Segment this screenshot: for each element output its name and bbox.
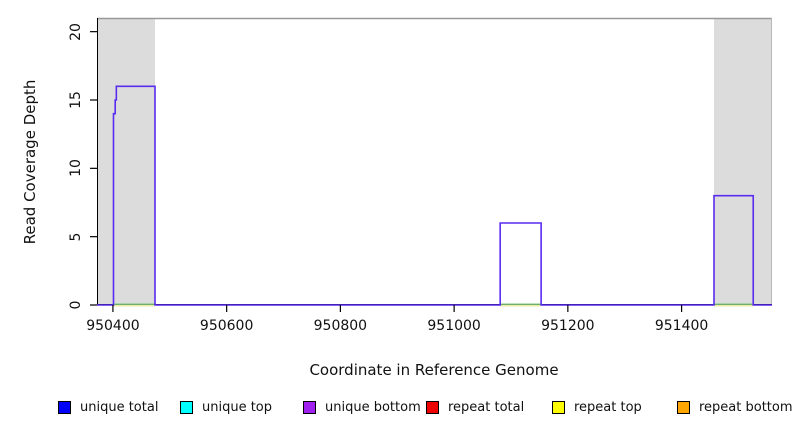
legend-swatch-icon <box>677 400 690 414</box>
x-tick-label: 951400 <box>654 318 709 334</box>
legend-item-repeat-top: repeat top <box>552 399 642 415</box>
legend-label: repeat bottom <box>699 399 792 415</box>
y-tick-label: 0 <box>68 300 84 310</box>
legend-label: unique total <box>80 399 159 415</box>
coverage-step-line <box>97 85 772 306</box>
shaded-flank-region <box>713 18 772 304</box>
x-tick-label: 950600 <box>199 318 254 334</box>
y-tick-label: 10 <box>68 159 84 178</box>
y-tick-label: 20 <box>68 22 84 41</box>
x-tick-label: 950400 <box>86 318 140 334</box>
x-axis-title: Coordinate in Reference Genome <box>309 361 559 379</box>
legend-label: unique bottom <box>325 399 421 415</box>
y-tick-label: 15 <box>68 91 84 109</box>
legend-item-unique-total: unique total <box>58 399 158 415</box>
legend-swatch-icon <box>58 400 71 414</box>
legend-item-unique-top: unique top <box>180 399 272 415</box>
legend-swatch-icon <box>552 400 565 414</box>
y-tick-label: 5 <box>68 232 84 242</box>
shaded-flank-region <box>97 18 156 304</box>
legend-swatch-icon <box>426 400 439 414</box>
legend-swatch-icon <box>180 400 193 414</box>
legend-item-unique-bottom: unique bottom <box>303 399 421 415</box>
x-tick-label: 950800 <box>313 318 368 334</box>
legend-label: unique top <box>202 399 273 415</box>
y-axis-title: Read Coverage Depth <box>21 79 39 245</box>
legend-swatch-icon <box>303 400 316 414</box>
x-tick-label: 951000 <box>427 318 481 334</box>
legend-label: repeat top <box>574 399 642 415</box>
legend-item-repeat-total: repeat total <box>426 399 524 415</box>
legend-item-repeat-bottom: repeat bottom <box>677 399 792 415</box>
legend-label: repeat total <box>448 399 525 415</box>
x-tick-label: 951200 <box>541 318 595 334</box>
